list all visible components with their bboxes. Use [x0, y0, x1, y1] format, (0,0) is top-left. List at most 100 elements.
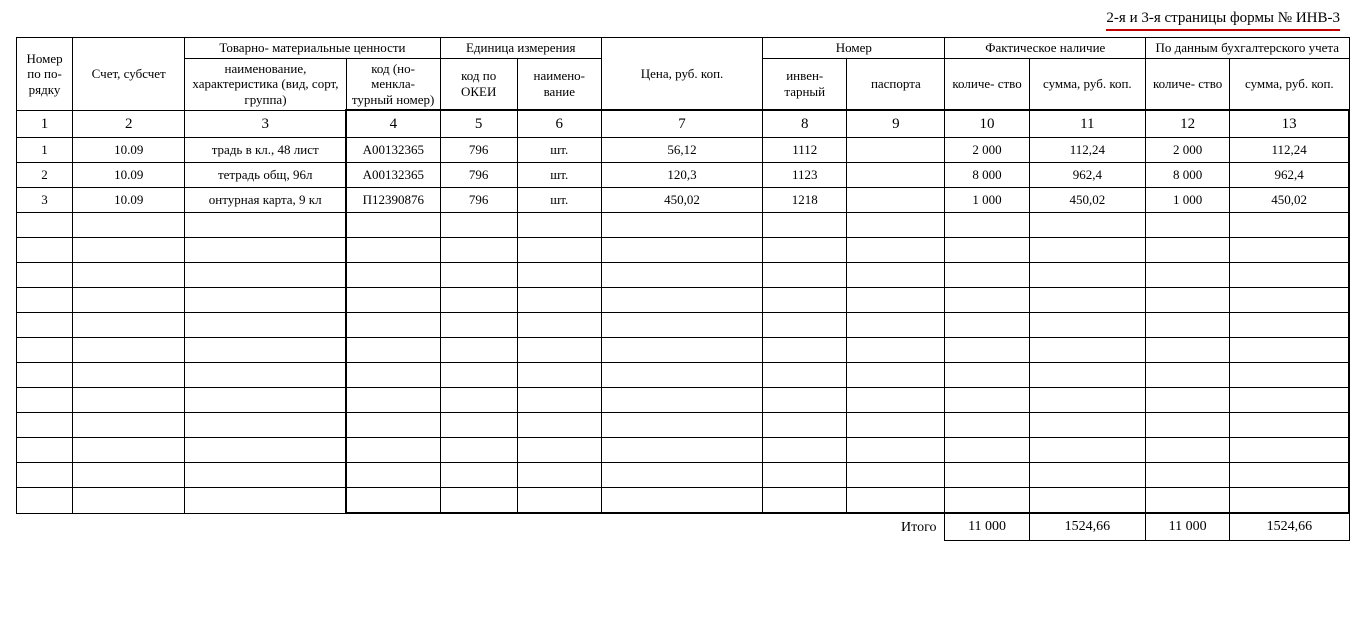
cell-num [17, 363, 73, 388]
cell-sum-book: 450,02 [1230, 188, 1349, 213]
table-row: 310.09онтурная карта, 9 клП12390876796шт… [17, 188, 1350, 213]
cell-name [185, 263, 346, 288]
cell-unit [517, 213, 601, 238]
col-group-3-4: Товарно- материальные ценности [185, 38, 440, 59]
cell-code [346, 488, 440, 514]
cell-sum-fact [1029, 313, 1145, 338]
cell-unit [517, 488, 601, 514]
cell-price [601, 238, 762, 263]
col-number: 6 [517, 110, 601, 138]
cell-name [185, 488, 346, 514]
table-row [17, 388, 1350, 413]
cell-num [17, 338, 73, 363]
totals-qty-book: 11 000 [1146, 513, 1230, 541]
cell-code [346, 438, 440, 463]
table-row [17, 263, 1350, 288]
cell-price [601, 363, 762, 388]
cell-price [601, 313, 762, 338]
cell-num [17, 413, 73, 438]
table-row: 210.09тетрадь общ, 96лА00132365796шт.120… [17, 163, 1350, 188]
cell-unit [517, 463, 601, 488]
cell-account: 10.09 [73, 163, 185, 188]
cell-unit [517, 388, 601, 413]
cell-sum-fact [1029, 388, 1145, 413]
cell-qty-fact [945, 438, 1029, 463]
cell-name [185, 238, 346, 263]
col-number: 10 [945, 110, 1029, 138]
totals-sum-book: 1524,66 [1230, 513, 1349, 541]
cell-okei [440, 413, 517, 438]
cell-qty-book [1146, 438, 1230, 463]
cell-passport [847, 288, 945, 313]
cell-unit [517, 288, 601, 313]
cell-sum-fact: 112,24 [1029, 138, 1145, 163]
cell-price: 56,12 [601, 138, 762, 163]
cell-inv [763, 413, 847, 438]
cell-inv [763, 338, 847, 363]
cell-unit [517, 363, 601, 388]
cell-qty-book [1146, 288, 1230, 313]
cell-price [601, 438, 762, 463]
cell-qty-book: 2 000 [1146, 138, 1230, 163]
cell-unit [517, 438, 601, 463]
cell-account [73, 313, 185, 338]
cell-name [185, 288, 346, 313]
col-number: 8 [763, 110, 847, 138]
cell-passport [847, 263, 945, 288]
cell-sum-book [1230, 413, 1349, 438]
cell-qty-fact: 1 000 [945, 188, 1029, 213]
table-row [17, 238, 1350, 263]
cell-price [601, 263, 762, 288]
cell-okei [440, 338, 517, 363]
cell-unit [517, 238, 601, 263]
cell-sum-book: 962,4 [1230, 163, 1349, 188]
cell-qty-fact [945, 463, 1029, 488]
column-number-row: 12345678910111213 [17, 110, 1350, 138]
col-number: 9 [847, 110, 945, 138]
cell-sum-book [1230, 263, 1349, 288]
cell-okei [440, 213, 517, 238]
table-row [17, 288, 1350, 313]
cell-sum-fact [1029, 238, 1145, 263]
cell-sum-book [1230, 213, 1349, 238]
cell-qty-fact [945, 263, 1029, 288]
cell-sum-book [1230, 288, 1349, 313]
table-row [17, 363, 1350, 388]
cell-name [185, 413, 346, 438]
col-6-header: наимено- вание [517, 58, 601, 110]
totals-row: Итого11 0001524,6611 0001524,66 [17, 513, 1350, 541]
cell-code [346, 213, 440, 238]
col-group-5-6: Единица измерения [440, 38, 601, 59]
cell-sum-book [1230, 238, 1349, 263]
cell-account [73, 363, 185, 388]
cell-account [73, 438, 185, 463]
table-row [17, 488, 1350, 514]
cell-code [346, 263, 440, 288]
cell-price [601, 388, 762, 413]
cell-qty-book [1146, 363, 1230, 388]
inventory-table: Номер по по- рядку Счет, субсчет Товарно… [16, 37, 1350, 541]
totals-label: Итого [847, 513, 945, 541]
cell-qty-book [1146, 238, 1230, 263]
cell-passport [847, 488, 945, 514]
cell-inv [763, 438, 847, 463]
cell-passport [847, 188, 945, 213]
cell-name: тетрадь общ, 96л [185, 163, 346, 188]
cell-sum-book: 112,24 [1230, 138, 1349, 163]
col-group-10-11: Фактическое наличие [945, 38, 1146, 59]
cell-sum-fact [1029, 463, 1145, 488]
cell-sum-fact [1029, 288, 1145, 313]
cell-code [346, 388, 440, 413]
cell-inv [763, 363, 847, 388]
cell-qty-book: 1 000 [1146, 188, 1230, 213]
cell-sum-book [1230, 363, 1349, 388]
col-number: 11 [1029, 110, 1145, 138]
col-10-header: количе- ство [945, 58, 1029, 110]
cell-code: А00132365 [346, 163, 440, 188]
col-number: 2 [73, 110, 185, 138]
cell-okei: 796 [440, 188, 517, 213]
cell-price: 120,3 [601, 163, 762, 188]
cell-code [346, 363, 440, 388]
table-row [17, 338, 1350, 363]
cell-account [73, 488, 185, 514]
